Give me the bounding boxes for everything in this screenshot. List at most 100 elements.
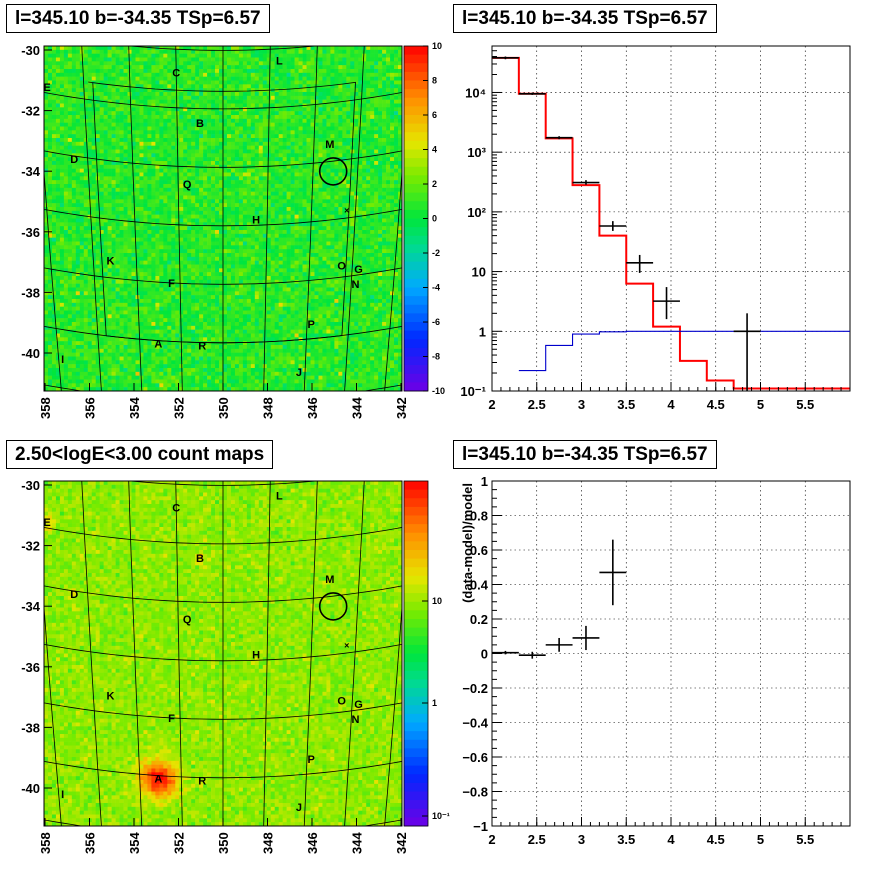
colorbar-tick-label: 10 bbox=[432, 41, 442, 51]
colorbar: 10 8 6 4 2 0 -2 -4 -6 -8 -10 bbox=[403, 41, 445, 396]
x-tick-label: 358 bbox=[38, 397, 53, 419]
colorbar-tick-label: 10⁻¹ bbox=[432, 811, 450, 821]
source-label-i: I bbox=[61, 354, 64, 366]
y-tick-label: -34 bbox=[21, 164, 41, 179]
colorbar-frame bbox=[403, 480, 429, 827]
bl-title: 2.50<logE<3.00 count maps bbox=[6, 440, 274, 469]
cross-marker: × bbox=[344, 206, 349, 216]
tl-title: l=345.10 b=-34.35 TSp=6.57 bbox=[6, 4, 270, 33]
x-tick-label: 3 bbox=[578, 397, 585, 412]
data-point bbox=[626, 254, 654, 273]
source-label-n: N bbox=[352, 714, 360, 726]
longitude-line bbox=[44, 601, 62, 826]
longitude-line bbox=[303, 46, 318, 391]
colorbar-tick-label: -2 bbox=[432, 248, 440, 258]
y-axis-label: (data-model)/model bbox=[460, 483, 475, 603]
data-point bbox=[733, 313, 761, 391]
residual-point bbox=[545, 637, 573, 652]
longitude-line bbox=[44, 166, 62, 391]
source-label-l: L bbox=[276, 56, 283, 68]
data-point bbox=[572, 180, 600, 185]
longitude-line bbox=[81, 46, 102, 391]
y-tick-label: −0.8 bbox=[462, 785, 488, 800]
y-tick-label: −0.4 bbox=[462, 716, 488, 731]
source-label-k: K bbox=[107, 690, 115, 702]
tr-title: l=345.10 b=-34.35 TSp=6.57 bbox=[453, 4, 717, 33]
data-point bbox=[599, 221, 627, 231]
data-point bbox=[545, 136, 573, 140]
source-label-q: Q bbox=[183, 179, 192, 191]
y-tick-label: -30 bbox=[21, 478, 40, 493]
latitude-line bbox=[44, 643, 402, 662]
source-label-h: H bbox=[252, 649, 260, 661]
source-label-e: E bbox=[43, 517, 50, 529]
x-tick-label: 2 bbox=[488, 832, 495, 847]
source-label-o: O bbox=[337, 260, 346, 272]
y-tick-label: 10 bbox=[472, 265, 486, 280]
y-tick-label: 0.6 bbox=[470, 543, 488, 558]
source-label-e: E bbox=[43, 82, 50, 94]
y-tick-label: 10⁴ bbox=[465, 85, 486, 100]
x-tick-label: 3.5 bbox=[617, 832, 635, 847]
longitude-line bbox=[263, 481, 271, 826]
residual-point bbox=[518, 651, 546, 659]
x-tick-label: 344 bbox=[350, 832, 365, 854]
y-tick-label: 10⁻¹ bbox=[460, 384, 486, 399]
data-point bbox=[492, 56, 519, 60]
tr-spectrum: 2 2.5 3 3.5 4 4.5 5 5.5 10⁻¹ 1 10 10² 10³ 10⁴ bbox=[460, 45, 851, 412]
colorbar-tick-label: 8 bbox=[432, 76, 437, 86]
y-tick-label: 0.4 bbox=[470, 578, 489, 593]
source-label-b: B bbox=[196, 553, 204, 565]
y-tick-label: -32 bbox=[21, 539, 40, 554]
latitude-line bbox=[126, 46, 320, 51]
x-tick-label: 354 bbox=[127, 832, 142, 854]
source-label-m: M bbox=[325, 574, 334, 586]
x-tick-label: 352 bbox=[172, 397, 187, 419]
x-tick-label: 346 bbox=[305, 397, 320, 419]
x-tick-label: 342 bbox=[394, 832, 409, 854]
y-tick-label: −1 bbox=[473, 819, 488, 834]
x-tick-label: 5.5 bbox=[796, 832, 814, 847]
x-tick-label: 354 bbox=[127, 397, 142, 419]
br-title: l=345.10 b=-34.35 TSp=6.57 bbox=[453, 440, 717, 469]
colorbar-tick-label: 4 bbox=[432, 145, 437, 155]
y-tick-label: -30 bbox=[21, 43, 40, 58]
coordinate-grid bbox=[44, 46, 402, 391]
y-tick-label: 1 bbox=[481, 474, 488, 489]
source-label-h: H bbox=[252, 214, 260, 226]
y-tick-label: 0.8 bbox=[470, 509, 488, 524]
red-model-step bbox=[492, 56, 850, 390]
source-label-f: F bbox=[168, 713, 175, 725]
source-label-g: G bbox=[354, 264, 363, 276]
x-tick-label: 4.5 bbox=[707, 832, 725, 847]
residual-point bbox=[492, 650, 519, 655]
source-label-i: I bbox=[61, 789, 64, 801]
colorbar-tick-label: -6 bbox=[432, 317, 440, 327]
colorbar-tick-label: 2 bbox=[432, 179, 437, 189]
longitude-line bbox=[263, 46, 271, 391]
x-tick-label: 5.5 bbox=[796, 397, 814, 412]
source-label-r: R bbox=[198, 776, 206, 788]
latitude-line bbox=[44, 267, 402, 285]
y-tick-label: -38 bbox=[21, 285, 40, 300]
roi-outline bbox=[88, 81, 356, 344]
bl-countmap: C L E B M D Q H K F O GN P A R I J × 358 356 354 352 350 348 346… bbox=[21, 478, 450, 854]
source-label-n: N bbox=[352, 279, 360, 291]
source-label-a: A bbox=[154, 339, 162, 351]
y-tick-label: −0.2 bbox=[462, 681, 488, 696]
x-tick-label: 348 bbox=[261, 397, 276, 419]
x-tick-label: 358 bbox=[38, 832, 53, 854]
y-tick-label: -34 bbox=[21, 599, 41, 614]
data-point bbox=[518, 92, 546, 95]
x-tick-label: 348 bbox=[261, 832, 276, 854]
x-tick-label: 4 bbox=[667, 397, 675, 412]
colorbar-tick-label: -4 bbox=[432, 283, 440, 293]
source-label-c: C bbox=[172, 503, 180, 515]
br-residuals: 2 2.5 3 3.5 4 4.5 5 5.5 1 0.8 0.6 0.4 0.2 0 −0.2 −0.4 −0… bbox=[460, 474, 851, 847]
x-tick-label: 350 bbox=[216, 397, 231, 419]
y-tick-label: -36 bbox=[21, 660, 40, 675]
x-tick-label: 352 bbox=[172, 832, 187, 854]
x-tick-label: 346 bbox=[305, 832, 320, 854]
source-label-b: B bbox=[196, 118, 204, 130]
